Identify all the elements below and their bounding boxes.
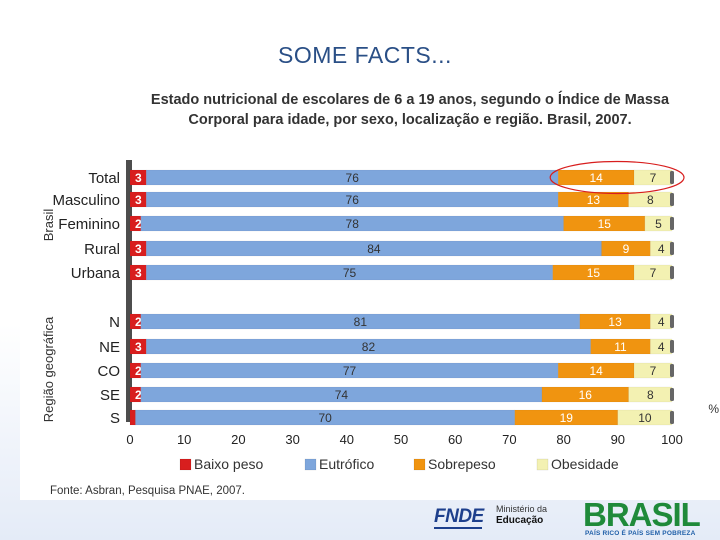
data-label: 2 xyxy=(135,315,142,329)
category-label: Masculino xyxy=(52,192,120,209)
x-tick-label: 20 xyxy=(231,432,245,447)
data-label: 76 xyxy=(346,193,360,207)
x-tick-label: 100 xyxy=(661,432,683,447)
legend-swatch xyxy=(536,458,549,471)
category-label: SE xyxy=(100,387,120,404)
bar-end-cap xyxy=(670,266,674,279)
y-axis-line xyxy=(126,160,132,422)
bar-end-cap xyxy=(670,193,674,206)
data-label: 7 xyxy=(650,171,657,185)
data-label: 84 xyxy=(367,242,381,256)
legend-label: Baixo peso xyxy=(194,456,263,472)
bar-end-cap xyxy=(670,315,674,328)
data-label: 81 xyxy=(354,315,368,329)
data-label: 74 xyxy=(335,388,349,402)
group-label-1: Brasil xyxy=(41,209,56,242)
data-label: 2 xyxy=(135,388,142,402)
data-label: 19 xyxy=(560,411,574,425)
x-tick-label: 30 xyxy=(285,432,299,447)
data-label: 8 xyxy=(647,193,654,207)
data-label: 13 xyxy=(608,315,622,329)
data-label: 77 xyxy=(343,364,357,378)
data-label: 8 xyxy=(647,388,654,402)
data-label: 14 xyxy=(589,364,603,378)
bar-end-cap xyxy=(670,217,674,230)
data-label: 82 xyxy=(362,340,376,354)
x-tick-label: 60 xyxy=(448,432,462,447)
legend-swatch xyxy=(304,458,317,471)
data-label: 4 xyxy=(658,242,665,256)
x-tick-label: 90 xyxy=(611,432,625,447)
bar-end-cap xyxy=(670,411,674,424)
data-label: 3 xyxy=(135,340,142,354)
chart-panel: Estado nutricional de escolares de 6 a 1… xyxy=(20,88,720,500)
data-label: 3 xyxy=(135,242,142,256)
ministry-line1: Ministério da xyxy=(496,504,548,514)
data-label: 14 xyxy=(589,171,603,185)
x-tick-label: 80 xyxy=(556,432,570,447)
category-label: CO xyxy=(98,363,121,380)
highlight-ellipse xyxy=(549,160,685,195)
x-tick-label: 10 xyxy=(177,432,191,447)
category-label: Total xyxy=(88,170,120,187)
data-label: 4 xyxy=(658,340,665,354)
data-label: 75 xyxy=(343,266,357,280)
data-label: 3 xyxy=(135,171,142,185)
bar-end-cap xyxy=(670,242,674,255)
ministry-label: Ministério da Educação xyxy=(496,504,547,526)
chart-title-line-2: Corporal para idade, por sexo, localizaç… xyxy=(188,112,631,128)
category-label: S xyxy=(110,410,120,427)
x-tick-label: 50 xyxy=(394,432,408,447)
legend-label: Eutrófico xyxy=(319,456,374,472)
group-label-2: Região geográfica xyxy=(41,316,56,422)
data-label: 15 xyxy=(598,217,612,231)
data-label: 16 xyxy=(579,388,593,402)
brasil-tagline: PAÍS RICO É PAÍS SEM POBREZA xyxy=(585,530,696,537)
bar-end-cap xyxy=(670,340,674,353)
footer-logos: FNDE Ministério da Educação BRASIL PAÍS … xyxy=(420,498,720,540)
data-label: 10 xyxy=(638,411,652,425)
chart-source: Fonte: Asbran, Pesquisa PNAE, 2007. xyxy=(50,485,245,497)
category-label: Feminino xyxy=(58,216,120,233)
x-tick-label: 70 xyxy=(502,432,516,447)
data-label: 4 xyxy=(658,315,665,329)
fnde-logo: FNDE xyxy=(434,506,488,529)
legend-label: Obesidade xyxy=(551,456,619,472)
category-label: Rural xyxy=(84,241,120,258)
nutrition-stacked-bar-chart: Estado nutricional de escolares de 6 a 1… xyxy=(41,91,719,497)
x-tick-label: 40 xyxy=(340,432,354,447)
data-label: 2 xyxy=(135,364,142,378)
chart-title-line-1: Estado nutricional de escolares de 6 a 1… xyxy=(151,91,670,108)
data-label: 13 xyxy=(587,193,601,207)
data-label: 15 xyxy=(587,266,601,280)
bar-segment xyxy=(601,240,651,257)
data-label: 76 xyxy=(346,171,360,185)
bar-end-cap xyxy=(670,364,674,377)
data-label: 11 xyxy=(614,340,627,354)
data-label: 7 xyxy=(650,266,657,280)
x-unit-label: % xyxy=(708,402,719,416)
category-label: Urbana xyxy=(71,265,121,282)
data-label: 9 xyxy=(623,242,630,256)
data-label: 3 xyxy=(135,266,142,280)
legend-swatch xyxy=(179,458,192,471)
x-tick-label: 0 xyxy=(126,432,133,447)
category-label: NE xyxy=(99,339,120,356)
legend-label: Sobrepeso xyxy=(428,456,496,472)
bar-end-cap xyxy=(670,388,674,401)
bar-end-cap xyxy=(670,171,674,184)
brasil-logo: BRASIL xyxy=(583,496,701,533)
legend-swatch xyxy=(413,458,426,471)
slide-title: SOME FACTS... xyxy=(278,42,452,68)
data-label: 7 xyxy=(650,364,657,378)
data-label: 70 xyxy=(318,411,332,425)
data-label: 5 xyxy=(655,217,662,231)
data-label: 3 xyxy=(135,193,142,207)
ministry-line2: Educação xyxy=(496,515,544,526)
data-label: 2 xyxy=(135,217,142,231)
category-label: N xyxy=(109,314,120,331)
data-label: 78 xyxy=(346,217,360,231)
bar-segment xyxy=(563,215,646,232)
